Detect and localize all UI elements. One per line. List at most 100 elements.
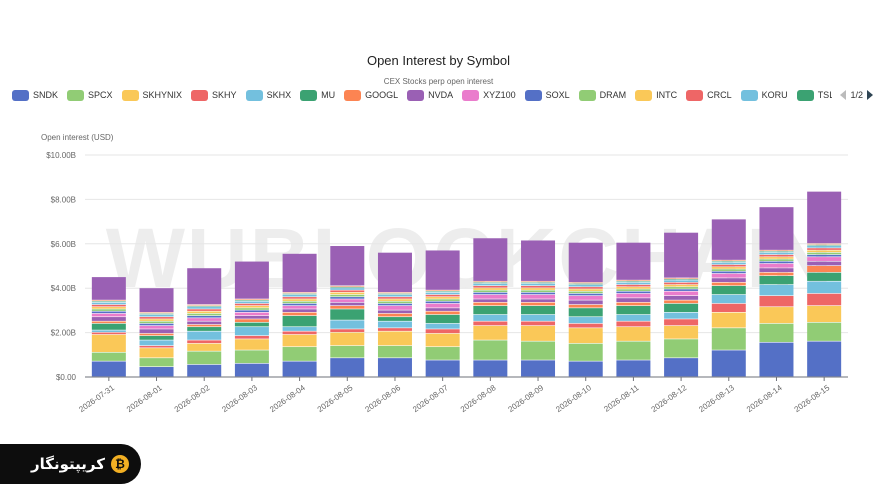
legend-item[interactable]: SKHX bbox=[245, 89, 292, 101]
bar-segment bbox=[330, 287, 365, 288]
bar-segment bbox=[711, 260, 746, 261]
bar-segment bbox=[521, 282, 556, 284]
legend-item[interactable]: SKHYNIX bbox=[121, 89, 182, 101]
x-tick-label: 2026-08-06 bbox=[363, 383, 402, 414]
legend-label: INTC bbox=[656, 90, 678, 100]
bar-segment bbox=[425, 299, 460, 301]
legend-label: XYZ100 bbox=[483, 90, 516, 100]
bar-segment bbox=[425, 294, 460, 297]
bar-segment bbox=[473, 299, 508, 303]
bar-segment bbox=[711, 273, 746, 278]
legend-swatch bbox=[67, 89, 85, 101]
bar-segment bbox=[330, 309, 365, 320]
bar-segment bbox=[759, 268, 794, 273]
bar-segment bbox=[521, 285, 556, 288]
bar-segment bbox=[616, 314, 651, 321]
legend-swatch bbox=[635, 89, 653, 101]
bar-segment bbox=[807, 281, 842, 294]
bar-segment bbox=[568, 300, 603, 305]
bar-segment bbox=[282, 292, 317, 294]
bar-segment bbox=[91, 330, 126, 332]
bar-segment bbox=[807, 250, 842, 253]
x-tick-label: 2026-08-03 bbox=[220, 383, 259, 414]
bar-segment bbox=[473, 321, 508, 326]
legend-item[interactable]: XYZ100 bbox=[462, 89, 516, 101]
legend-label: NVDA bbox=[428, 90, 454, 100]
bar-segment bbox=[330, 302, 365, 306]
legend-item[interactable]: KORU bbox=[740, 89, 788, 101]
bar-segment bbox=[759, 250, 794, 251]
bar-segment bbox=[425, 292, 460, 295]
bar-segment bbox=[91, 361, 126, 377]
bar-segment bbox=[616, 289, 651, 291]
bar-segment bbox=[377, 358, 412, 377]
legend-label: SKHY bbox=[212, 90, 237, 100]
bar-segment bbox=[664, 325, 699, 339]
legend-item[interactable]: SOXL bbox=[524, 89, 570, 101]
bar-segment bbox=[91, 334, 126, 352]
bar-segment bbox=[664, 282, 699, 285]
legend-item[interactable]: MU bbox=[300, 89, 336, 101]
bar-segment bbox=[425, 301, 460, 304]
chart-subtitle: CEX Stocks perp open interest bbox=[383, 77, 494, 86]
legend-next-icon[interactable] bbox=[867, 90, 873, 100]
legend-item[interactable]: GOOGL bbox=[344, 89, 399, 101]
bar-segment bbox=[234, 322, 269, 327]
bar-segment bbox=[711, 303, 746, 313]
bar-segment bbox=[521, 341, 556, 360]
bar-segment bbox=[187, 315, 222, 318]
bar-segment bbox=[521, 288, 556, 290]
bar-segment bbox=[425, 250, 460, 290]
legend-item[interactable]: DRAM bbox=[578, 89, 626, 101]
bar-segment bbox=[664, 289, 699, 291]
bar-segment bbox=[759, 254, 794, 257]
legend-label: MU bbox=[321, 90, 336, 100]
bar-segment bbox=[234, 310, 269, 313]
bar-segment bbox=[139, 288, 174, 313]
x-tick-label: 2026-08-13 bbox=[697, 383, 736, 414]
legend-item[interactable]: CRCL bbox=[686, 89, 732, 101]
bar-segment bbox=[187, 351, 222, 365]
bar-segment bbox=[377, 331, 412, 346]
legend-prev-icon[interactable] bbox=[840, 90, 847, 100]
bar-segment bbox=[425, 323, 460, 329]
legend-item[interactable]: INTC bbox=[635, 89, 678, 101]
bar-segment bbox=[521, 294, 556, 299]
legend-item[interactable]: SPCX bbox=[67, 89, 113, 101]
legend-item[interactable]: SKHY bbox=[191, 89, 237, 101]
bar-segment bbox=[187, 340, 222, 344]
bar-segment bbox=[664, 278, 699, 279]
y-axis-label: Open interest (USD) bbox=[41, 133, 114, 142]
bar-segment bbox=[234, 327, 269, 336]
bar-segment bbox=[377, 305, 412, 310]
bar-segment bbox=[473, 314, 508, 321]
bar-segment bbox=[807, 246, 842, 248]
bar-segment bbox=[234, 305, 269, 308]
bar-segment bbox=[282, 331, 317, 335]
bar-segment bbox=[139, 335, 174, 340]
legend-label: SKHX bbox=[266, 90, 292, 100]
bar-segment bbox=[91, 309, 126, 311]
x-tick-label: 2026-08-14 bbox=[745, 383, 784, 414]
bar-segment bbox=[521, 292, 556, 295]
y-tick-label: $4.00B bbox=[51, 284, 76, 293]
bar-segment bbox=[330, 299, 365, 303]
bar-segment bbox=[330, 246, 365, 286]
bar-segment bbox=[473, 294, 508, 299]
legend-item[interactable]: SNDK bbox=[12, 89, 58, 101]
legend-swatch bbox=[191, 89, 209, 101]
legend-item[interactable]: TSLA bbox=[796, 89, 840, 101]
legend-swatch bbox=[796, 89, 814, 101]
bar-segment bbox=[473, 282, 508, 284]
bar-segment bbox=[425, 329, 460, 334]
bar-segment bbox=[759, 275, 794, 285]
bar-segment bbox=[473, 305, 508, 315]
legend-label: GOOGL bbox=[365, 90, 399, 100]
bar-segment bbox=[234, 339, 269, 350]
bar-segment bbox=[807, 244, 842, 246]
bar-segment bbox=[282, 312, 317, 316]
legend-item[interactable]: NVDA bbox=[407, 89, 454, 101]
bar-segment bbox=[711, 285, 746, 295]
bar-segment bbox=[91, 300, 126, 301]
bar-segment bbox=[807, 341, 842, 377]
